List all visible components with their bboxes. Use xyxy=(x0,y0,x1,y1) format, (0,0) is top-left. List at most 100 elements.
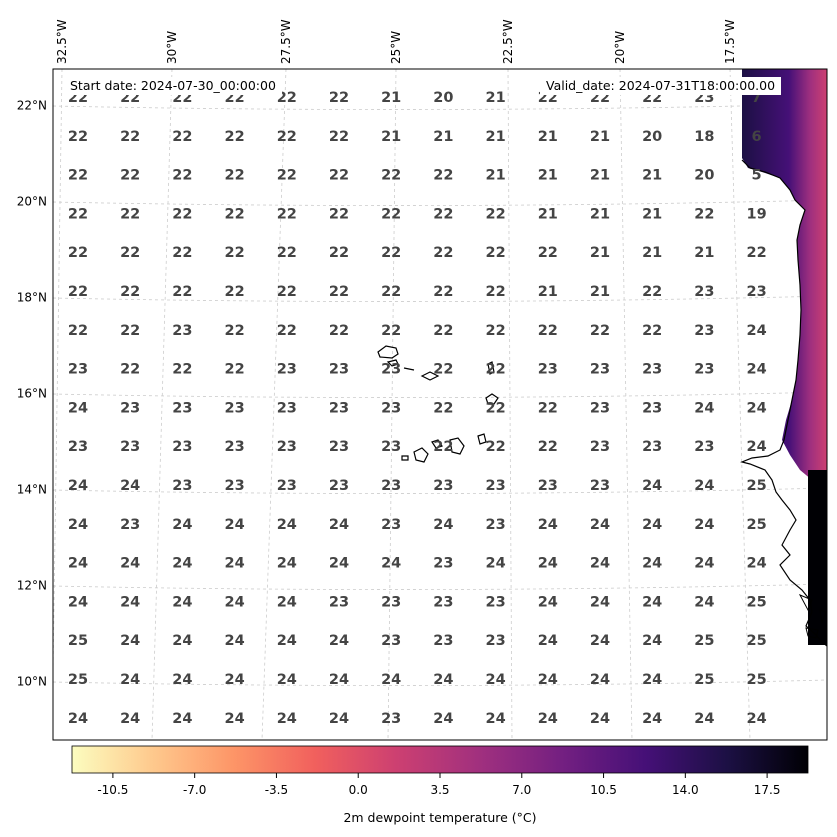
grid-value: 25 xyxy=(747,594,767,610)
grid-value: 24 xyxy=(225,633,245,649)
grid-value: 23 xyxy=(642,400,662,416)
grid-value: 22 xyxy=(225,362,245,378)
grid-value: 24 xyxy=(172,672,192,688)
grid-value: 21 xyxy=(538,168,558,184)
grid-value: 23 xyxy=(433,594,453,610)
grid-value: 24 xyxy=(694,517,714,533)
grid-value: 23 xyxy=(590,400,610,416)
grid-value: 22 xyxy=(120,323,140,339)
grid-value: 21 xyxy=(486,168,506,184)
grid-value: 21 xyxy=(642,245,662,261)
colorbar-gradient xyxy=(71,745,809,774)
grid-value: 22 xyxy=(172,168,192,184)
grid-value: 24 xyxy=(747,711,767,727)
colorbar-tick-label: 3.5 xyxy=(430,783,449,797)
latitude-label: 10°N xyxy=(17,675,47,689)
grid-value: 22 xyxy=(433,362,453,378)
grid-value: 22 xyxy=(277,129,297,145)
grid-value: 24 xyxy=(590,633,610,649)
grid-value: 23 xyxy=(329,478,349,494)
grid-value: 24 xyxy=(225,517,245,533)
grid-value: 22 xyxy=(225,168,245,184)
grid-value: 24 xyxy=(694,594,714,610)
grid-value: 22 xyxy=(172,206,192,222)
grid-value: 21 xyxy=(590,245,610,261)
grid-value: 24 xyxy=(172,594,192,610)
grid-value: 25 xyxy=(747,633,767,649)
grid-value: 21 xyxy=(590,168,610,184)
grid-value: 7 xyxy=(752,90,762,106)
grid-value: 22 xyxy=(329,284,349,300)
grid-value: 22 xyxy=(277,168,297,184)
grid-value: 24 xyxy=(172,633,192,649)
grid-value: 23 xyxy=(538,362,558,378)
grid-value: 20 xyxy=(694,168,714,184)
grid-value: 18 xyxy=(694,129,714,145)
grid-value: 22 xyxy=(120,245,140,261)
grid-value: 23 xyxy=(642,362,662,378)
latitude-label: 20°N xyxy=(17,195,47,209)
grid-value: 23 xyxy=(381,633,401,649)
grid-value: 22 xyxy=(486,439,506,455)
grid-value: 22 xyxy=(433,400,453,416)
colorbar-tick-label: 14.0 xyxy=(672,783,699,797)
colorbar-tick-label: -3.5 xyxy=(265,783,288,797)
grid-value: 22 xyxy=(68,168,88,184)
grid-value: 23 xyxy=(172,439,192,455)
grid-value: 24 xyxy=(329,556,349,572)
grid-value: 23 xyxy=(329,362,349,378)
coastline-islands xyxy=(798,594,827,639)
grid-value: 22 xyxy=(538,245,558,261)
grid-value: 24 xyxy=(590,672,610,688)
grid-value: 22 xyxy=(225,129,245,145)
grid-value: 22 xyxy=(590,323,610,339)
grid-value: 24 xyxy=(381,672,401,688)
grid-value: 25 xyxy=(747,478,767,494)
longitude-label: 22.5°W xyxy=(501,19,515,64)
grid-value: 24 xyxy=(225,594,245,610)
grid-value: 22 xyxy=(225,284,245,300)
grid-value: 24 xyxy=(277,711,297,727)
grid-value: 23 xyxy=(329,439,349,455)
grid-value: 25 xyxy=(747,517,767,533)
grid-value: 22 xyxy=(381,245,401,261)
grid-value: 22 xyxy=(277,323,297,339)
grid-value: 25 xyxy=(68,672,88,688)
grid-value: 24 xyxy=(642,556,662,572)
grid-value: 24 xyxy=(642,517,662,533)
grid-value: 22 xyxy=(433,323,453,339)
grid-value: 22 xyxy=(68,284,88,300)
grid-value: 24 xyxy=(747,439,767,455)
grid-value: 23 xyxy=(277,362,297,378)
grid-value: 24 xyxy=(68,711,88,727)
grid-value: 23 xyxy=(642,439,662,455)
grid-value: 22 xyxy=(747,245,767,261)
map-area: 22 22 22 22 22 22 21 20 21 22 22 22 23 7 22 22 22 22 22 22 2… xyxy=(53,69,827,740)
grid-value: 24 xyxy=(642,478,662,494)
longitude-label: 17.5°W xyxy=(723,19,737,64)
grid-value: 23 xyxy=(486,517,506,533)
grid-value: 22 xyxy=(486,206,506,222)
grid-value: 21 xyxy=(642,206,662,222)
grid-value: 21 xyxy=(433,129,453,145)
grid-value: 21 xyxy=(486,90,506,106)
grid-value: 22 xyxy=(329,245,349,261)
grid-value: 22 xyxy=(329,206,349,222)
grid-value: 24 xyxy=(538,556,558,572)
grid-value: 24 xyxy=(172,556,192,572)
grid-value: 24 xyxy=(694,556,714,572)
grid-value: 22 xyxy=(538,400,558,416)
land-dewpoint-field xyxy=(742,69,827,520)
graticule xyxy=(53,69,827,740)
grid-value: 22 xyxy=(225,245,245,261)
colorbar: -10.5 -7.0 -3.5 0.0 3.5 7.0 10.5 14.0 17.5 2m de… xyxy=(71,745,809,825)
grid-value: 23 xyxy=(590,478,610,494)
grid-value: 24 xyxy=(747,323,767,339)
grid-value: 22 xyxy=(486,400,506,416)
grid-value: 20 xyxy=(642,129,662,145)
grid-value: 24 xyxy=(433,672,453,688)
grid-value: 21 xyxy=(538,129,558,145)
grid-value: 21 xyxy=(642,168,662,184)
grid-value: 23 xyxy=(433,556,453,572)
grid-value: 21 xyxy=(694,245,714,261)
